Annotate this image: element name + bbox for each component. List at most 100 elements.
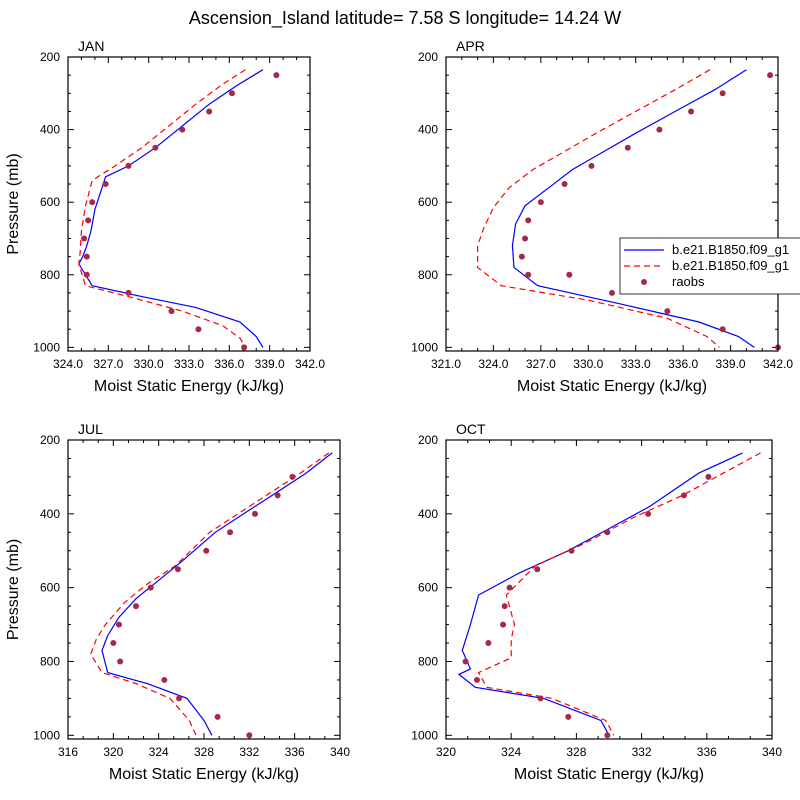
raobs-point	[125, 162, 132, 169]
y-tick-label: 200	[418, 50, 438, 64]
panel-label: JUL	[78, 421, 103, 437]
x-tick-label: 333.0	[174, 357, 204, 371]
y-tick-label: 600	[418, 581, 438, 595]
y-tick-label: 800	[418, 654, 438, 668]
x-tick-label: 328	[566, 745, 586, 759]
legend-entry-label: b.e21.B1850.f09_g1	[672, 242, 789, 257]
raobs-point	[152, 144, 159, 151]
raobs-point	[203, 547, 210, 554]
panels: JAN 324.0 327.0 330.0 333.0 336.0 339.0 342.0 20…	[5, 38, 793, 783]
x-tick-label: 340	[762, 745, 782, 759]
x-tick-label: 320	[436, 745, 456, 759]
raobs-point	[561, 181, 568, 188]
x-tick-label: 324.0	[53, 357, 83, 371]
raobs-point	[565, 713, 572, 720]
series-line-dashed	[78, 69, 247, 348]
raobs-point	[719, 326, 726, 333]
raobs-point	[289, 473, 296, 480]
y-tick-label: 1000	[411, 728, 438, 742]
y-tick-label: 600	[40, 195, 60, 209]
raobs-point	[473, 676, 480, 683]
y-axis-label: Pressure (mb)	[5, 153, 22, 254]
x-tick-label: 321.0	[431, 357, 461, 371]
y-tick-label: 600	[418, 195, 438, 209]
raobs-point	[83, 271, 90, 278]
y-tick-label: 400	[418, 507, 438, 521]
raobs-point	[719, 90, 726, 97]
panel-apr: APR 321.0 324.0 327.0 330.0 333.0 336.0 339.0 34…	[411, 38, 793, 395]
y-tick-label: 400	[40, 123, 60, 137]
x-axis-label: Moist Static Energy (kJ/kg)	[109, 766, 299, 783]
raobs-point	[274, 492, 281, 499]
x-tick-label: 342.0	[763, 357, 793, 371]
raobs-point	[176, 695, 183, 702]
raobs-point	[168, 308, 175, 315]
series-line-solid	[511, 69, 755, 348]
raobs-point	[252, 510, 258, 517]
raobs-point	[522, 235, 529, 242]
plot-frame	[445, 439, 773, 740]
raobs-point	[534, 566, 541, 573]
raobs-point	[102, 181, 109, 188]
y-tick-label: 200	[418, 433, 438, 447]
raobs-point	[609, 289, 615, 296]
series-line-dashed	[477, 452, 761, 736]
plot-frame	[67, 439, 341, 740]
x-tick-label: 327.0	[93, 357, 123, 371]
raobs-point	[604, 529, 611, 536]
raobs-point	[485, 640, 492, 647]
raobs-point	[506, 584, 513, 591]
y-tick-label: 200	[40, 433, 60, 447]
panel-oct: OCT 320 324 328 332 336 340 200 400 600 800 1000 Moi…	[411, 421, 782, 783]
raobs-point	[179, 126, 186, 133]
legend: b.e21.B1850.f09_g1b.e21.B1850.f09_g1raob…	[619, 237, 800, 295]
raobs-point	[229, 90, 236, 97]
raobs-point	[525, 217, 532, 224]
x-tick-label: 342.0	[295, 357, 325, 371]
x-tick-label: 333.0	[621, 357, 651, 371]
raobs-point	[89, 199, 96, 206]
y-tick-label: 800	[40, 654, 60, 668]
raobs-point	[273, 72, 280, 79]
raobs-point	[117, 658, 124, 665]
plot-frame	[445, 56, 779, 352]
x-tick-label: 324.0	[478, 357, 508, 371]
x-tick-label: 339.0	[716, 357, 746, 371]
panel-label: JAN	[78, 38, 104, 54]
panel-jan: JAN 324.0 327.0 330.0 333.0 336.0 339.0 342.0 20…	[5, 38, 325, 395]
figure-title: Ascension_Island latitude= 7.58 S longit…	[189, 8, 621, 29]
y-axis-label: Pressure (mb)	[5, 539, 22, 640]
x-tick-label: 330.0	[134, 357, 164, 371]
raobs-point	[705, 473, 712, 480]
raobs-point	[227, 529, 234, 536]
y-tick-label: 800	[418, 268, 438, 282]
raobs-point	[206, 108, 213, 115]
x-tick-label: 316	[58, 745, 78, 759]
x-tick-label: 320	[103, 745, 123, 759]
raobs-point	[568, 547, 575, 554]
raobs-point	[161, 676, 168, 683]
y-tick-label: 1000	[411, 340, 438, 354]
raobs-point	[767, 72, 774, 79]
raobs-point	[537, 199, 544, 206]
panel-jul: JUL 316 320 324 328 332 336 340 200 400 600 800 1000…	[5, 421, 350, 783]
raobs-point	[83, 253, 90, 260]
panel-label: APR	[456, 38, 485, 54]
x-tick-label: 332	[632, 745, 652, 759]
raobs-point	[462, 658, 469, 665]
raobs-point	[246, 732, 253, 739]
raobs-point	[588, 162, 595, 169]
raobs-point	[195, 326, 202, 333]
raobs-point	[500, 621, 507, 628]
series-line-solid	[101, 452, 333, 736]
raobs-point	[501, 603, 508, 610]
x-tick-label: 332	[239, 745, 259, 759]
raobs-point	[688, 108, 695, 115]
raobs-point	[110, 640, 117, 647]
raobs-point	[147, 584, 154, 591]
legend-entry-label: b.e21.B1850.f09_g1	[672, 258, 789, 273]
raobs-point	[518, 253, 525, 260]
raobs-point	[241, 344, 248, 351]
legend-entry-label: raobs	[672, 274, 705, 289]
